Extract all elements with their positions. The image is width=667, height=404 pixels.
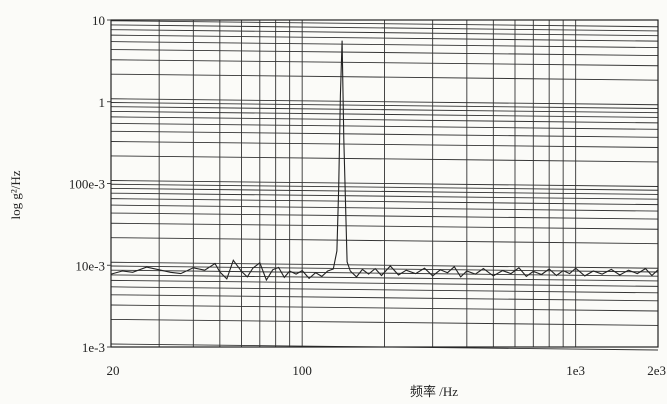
grid-line-horizontal bbox=[110, 29, 659, 37]
grid-line-horizontal bbox=[110, 222, 659, 230]
grid-line-horizontal bbox=[110, 237, 659, 245]
grid-line-horizontal bbox=[110, 204, 659, 212]
grid-line-horizontal bbox=[110, 73, 659, 81]
grid-line-horizontal bbox=[110, 187, 659, 195]
grid-line-horizontal bbox=[110, 212, 659, 220]
grid-line-horizontal bbox=[110, 59, 659, 67]
y-tick-labels: 10 1 100e-3 10e-3 1e-3 bbox=[69, 13, 111, 355]
grid-line-horizontal bbox=[110, 274, 659, 282]
grid-line-horizontal bbox=[110, 130, 659, 138]
x-tick-labels: 20 100 1e3 2e3 bbox=[107, 363, 667, 378]
x-axis-title: 频率 /Hz bbox=[410, 384, 458, 399]
x-tick-label: 100 bbox=[292, 363, 312, 378]
grid-line-horizontal bbox=[110, 261, 659, 269]
series-layer bbox=[110, 40, 659, 282]
grid-line-horizontal bbox=[110, 183, 659, 191]
grid-line-horizontal bbox=[110, 106, 659, 114]
y-tick-label: 10e-3 bbox=[75, 258, 105, 273]
x-tick-label: 1e3 bbox=[566, 363, 585, 378]
grid-line-horizontal bbox=[110, 34, 659, 42]
grid-line-horizontal bbox=[110, 192, 659, 200]
grid-line-horizontal bbox=[110, 279, 659, 287]
grid-line-horizontal bbox=[110, 294, 659, 302]
grid-line-horizontal bbox=[110, 102, 659, 109]
grid-line-horizontal bbox=[110, 198, 659, 206]
series-line bbox=[110, 40, 659, 282]
y-tick-label: 1e-3 bbox=[82, 340, 105, 355]
grid-line-horizontal bbox=[110, 180, 659, 187]
x-tick-label: 20 bbox=[107, 363, 120, 378]
grid-line-horizontal bbox=[110, 155, 659, 163]
grid-line-horizontal bbox=[110, 49, 659, 56]
y-tick-label: 10 bbox=[92, 13, 105, 28]
grid-line-horizontal bbox=[110, 20, 659, 28]
grid-line-horizontal bbox=[110, 318, 659, 326]
y-tick-label: 100e-3 bbox=[69, 177, 105, 192]
grid-line-horizontal bbox=[110, 141, 659, 148]
y-tick-label: 1 bbox=[99, 95, 106, 110]
x-tick-label: 2e3 bbox=[647, 363, 666, 378]
grid-line-horizontal bbox=[110, 98, 659, 106]
grid-line-horizontal bbox=[110, 41, 659, 49]
grid-line-horizontal bbox=[110, 116, 659, 124]
grid-line-horizontal bbox=[110, 110, 659, 118]
y-axis-title: log g²/Hz bbox=[8, 170, 23, 219]
grid-line-horizontal bbox=[110, 269, 659, 277]
grid-line-horizontal bbox=[110, 265, 659, 273]
grid-line-horizontal bbox=[110, 122, 659, 130]
grid-line-horizontal bbox=[110, 304, 659, 312]
grid bbox=[110, 20, 659, 351]
grid-line-horizontal bbox=[110, 286, 659, 294]
grid-line-horizontal bbox=[110, 24, 659, 32]
